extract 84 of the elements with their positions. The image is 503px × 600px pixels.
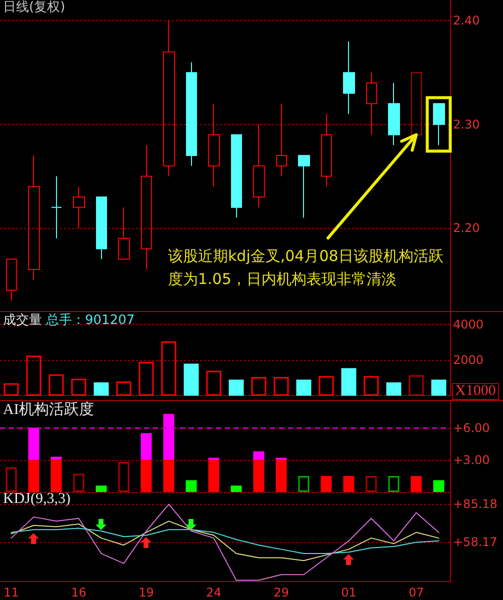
bar — [206, 370, 222, 396]
candlestick — [6, 258, 17, 302]
y-tick-label: 2.20 — [453, 221, 480, 236]
bar — [298, 476, 310, 492]
bar — [343, 476, 354, 492]
candlestick — [231, 134, 242, 218]
bar — [364, 376, 379, 396]
x-tick-label: 19 — [138, 586, 154, 600]
y-axis-title: X1000 — [452, 383, 499, 400]
bar — [431, 380, 446, 396]
bar — [163, 414, 174, 460]
bar — [186, 480, 197, 492]
bar — [208, 460, 220, 492]
bar — [50, 456, 62, 460]
chart-title: KDJ(9,3,3) — [3, 491, 70, 507]
bar — [71, 378, 86, 396]
x-tick-label: 16 — [71, 586, 86, 600]
bar — [276, 460, 287, 492]
candlestick — [96, 196, 107, 260]
candlestick — [411, 72, 422, 136]
bar — [96, 486, 107, 492]
candlestick — [51, 176, 62, 239]
bar — [251, 377, 266, 396]
chart-title: 日线(复权) — [3, 0, 66, 15]
candlestick — [163, 20, 175, 177]
bar — [163, 460, 174, 492]
line-series — [10, 520, 440, 562]
x-tick-label: 24 — [206, 586, 222, 600]
bar — [320, 476, 332, 492]
candlestick — [118, 206, 130, 260]
bar — [318, 376, 334, 396]
candlestick — [388, 82, 400, 146]
candlestick — [141, 144, 152, 270]
bar — [140, 460, 152, 492]
y-tick-label: +3.00 — [453, 452, 490, 467]
bar — [50, 460, 62, 492]
candlestick — [253, 124, 265, 208]
x-tick-label: 29 — [274, 586, 289, 600]
bar — [94, 382, 109, 396]
bar — [28, 428, 40, 460]
candlestick — [433, 103, 445, 146]
bar — [48, 374, 64, 396]
chart-subtitle: 总手：901207 — [46, 313, 135, 328]
chart-title: 成交量 — [3, 313, 42, 328]
y-tick-label: +58.17 — [453, 535, 498, 550]
bar — [341, 368, 356, 396]
candlestick — [208, 103, 220, 188]
y-tick-label: 2.40 — [453, 14, 480, 28]
y-tick-label: 2000 — [453, 353, 484, 368]
candlestick — [366, 72, 377, 136]
annotation: 该股近期kdj金叉,04月08日该股机构活跃度为1.05，日内机构表现非常清淡 — [168, 246, 444, 290]
x-tick-label: 01 — [341, 586, 356, 600]
candlestick — [186, 62, 197, 166]
candlestick — [321, 114, 332, 188]
bar — [140, 433, 152, 460]
candlestick — [298, 155, 310, 218]
y-tick-label: +85.18 — [453, 497, 498, 512]
bar — [228, 380, 244, 396]
bar — [253, 460, 264, 492]
y-tick-label: +6.00 — [453, 420, 490, 435]
chart-title: AI机构活跃度 — [3, 402, 94, 418]
x-tick-label: 11 — [4, 586, 19, 600]
bar — [433, 480, 444, 492]
candlestick — [28, 155, 40, 280]
bar — [116, 381, 132, 396]
bar — [138, 362, 154, 396]
bar — [230, 486, 242, 492]
y-tick-label: 4000 — [453, 317, 484, 332]
bar — [26, 356, 42, 396]
x-tick-label: 07 — [408, 586, 424, 600]
bar — [274, 377, 289, 396]
bar — [4, 383, 19, 396]
bar — [161, 341, 176, 396]
candlestick — [343, 40, 355, 115]
candlestick — [276, 103, 287, 177]
bar — [410, 476, 422, 492]
bar — [28, 460, 40, 492]
bar — [296, 380, 312, 396]
bar — [184, 364, 199, 396]
bar — [386, 382, 402, 396]
y-tick-label: 2.30 — [453, 117, 480, 132]
bar — [253, 451, 264, 460]
bar — [388, 476, 400, 492]
candlestick — [73, 186, 85, 229]
